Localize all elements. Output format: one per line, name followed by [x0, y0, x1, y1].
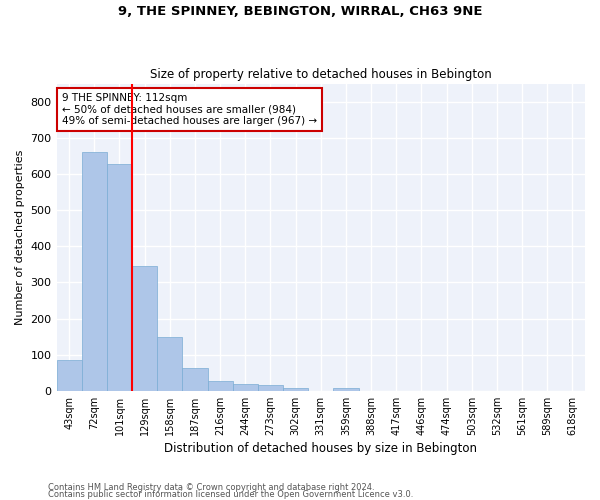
Bar: [208, 381, 233, 391]
Text: Contains HM Land Registry data © Crown copyright and database right 2024.: Contains HM Land Registry data © Crown c…: [48, 484, 374, 492]
Title: Size of property relative to detached houses in Bebington: Size of property relative to detached ho…: [150, 68, 491, 81]
Bar: [258, 386, 283, 391]
Bar: [334, 388, 359, 391]
Bar: [82, 152, 107, 391]
Bar: [107, 164, 132, 391]
Y-axis label: Number of detached properties: Number of detached properties: [15, 150, 25, 325]
Text: 9 THE SPINNEY: 112sqm
← 50% of detached houses are smaller (984)
49% of semi-det: 9 THE SPINNEY: 112sqm ← 50% of detached …: [62, 93, 317, 126]
Bar: [182, 368, 208, 391]
Bar: [56, 360, 82, 391]
Text: 9, THE SPINNEY, BEBINGTON, WIRRAL, CH63 9NE: 9, THE SPINNEY, BEBINGTON, WIRRAL, CH63 …: [118, 5, 482, 18]
Text: Contains public sector information licensed under the Open Government Licence v3: Contains public sector information licen…: [48, 490, 413, 499]
Bar: [132, 266, 157, 391]
Bar: [233, 384, 258, 391]
Bar: [283, 388, 308, 391]
Bar: [157, 338, 182, 391]
X-axis label: Distribution of detached houses by size in Bebington: Distribution of detached houses by size …: [164, 442, 477, 455]
